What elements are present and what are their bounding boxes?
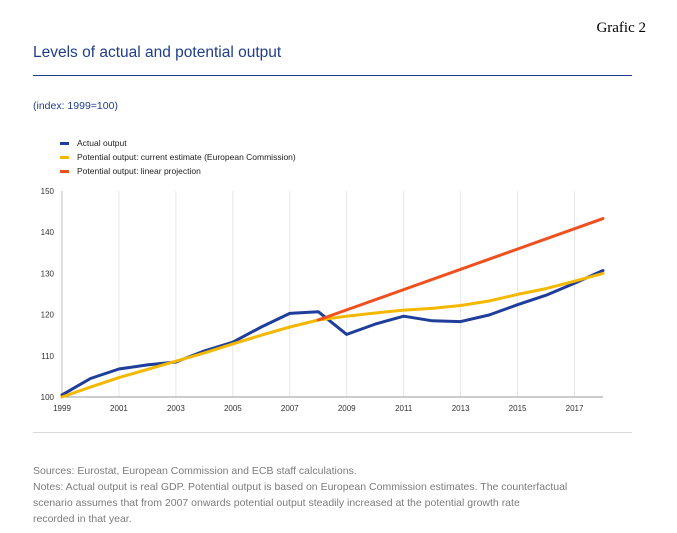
y-tick-label-120: 120 bbox=[41, 311, 55, 320]
x-tick-label-1999: 1999 bbox=[53, 404, 71, 413]
series-line-2 bbox=[316, 217, 605, 322]
x-tick-label-2009: 2009 bbox=[338, 404, 356, 413]
legend-swatch-actual bbox=[60, 141, 69, 145]
legend-item-potential-estimate: Potential output: current estimate (Euro… bbox=[60, 150, 296, 164]
x-tick-label-2017: 2017 bbox=[566, 404, 584, 413]
notes-line-3: recorded in that year. bbox=[33, 513, 132, 525]
series-line-1 bbox=[60, 271, 605, 399]
y-tick-label-140: 140 bbox=[41, 228, 55, 237]
x-tick-label-2013: 2013 bbox=[452, 404, 470, 413]
x-tick-label-2011: 2011 bbox=[395, 404, 413, 413]
x-tick-label-2015: 2015 bbox=[509, 404, 527, 413]
chart-subtitle: (index: 1999=100) bbox=[33, 100, 118, 112]
x-tick-label-2005: 2005 bbox=[224, 404, 242, 413]
legend-swatch-potential-estimate bbox=[60, 155, 69, 159]
sources-text: Sources: Eurostat, European Commission a… bbox=[33, 465, 357, 477]
x-tick-label-2007: 2007 bbox=[281, 404, 299, 413]
legend-item-linear-projection: Potential output: linear projection bbox=[60, 164, 296, 178]
legend-label-linear-projection: Potential output: linear projection bbox=[77, 166, 201, 176]
y-tick-label-150: 150 bbox=[41, 187, 55, 196]
legend-label-actual: Actual output bbox=[77, 138, 127, 148]
legend-label-potential-estimate: Potential output: current estimate (Euro… bbox=[77, 152, 296, 162]
y-tick-label-100: 100 bbox=[41, 393, 55, 402]
chart-title: Levels of actual and potential output bbox=[33, 44, 282, 61]
x-tick-label-2003: 2003 bbox=[167, 404, 185, 413]
grafic-label: Grafic 2 bbox=[596, 20, 646, 36]
title-divider bbox=[33, 75, 632, 76]
legend-swatch-linear-projection bbox=[60, 169, 69, 173]
x-tick-label-2001: 2001 bbox=[110, 404, 128, 413]
chart-legend: Actual output Potential output: current … bbox=[60, 136, 296, 178]
notes-line-1: Notes: Actual output is real GDP. Potent… bbox=[33, 481, 568, 493]
notes-line-2: scenario assumes that from 2007 onwards … bbox=[33, 497, 520, 509]
y-tick-label-110: 110 bbox=[41, 352, 54, 361]
y-tick-label-130: 130 bbox=[41, 269, 55, 278]
series-line-0 bbox=[60, 269, 605, 397]
bottom-divider bbox=[33, 432, 632, 433]
legend-item-actual: Actual output bbox=[60, 136, 296, 150]
chart-notes: Sources: Eurostat, European Commission a… bbox=[33, 463, 643, 527]
